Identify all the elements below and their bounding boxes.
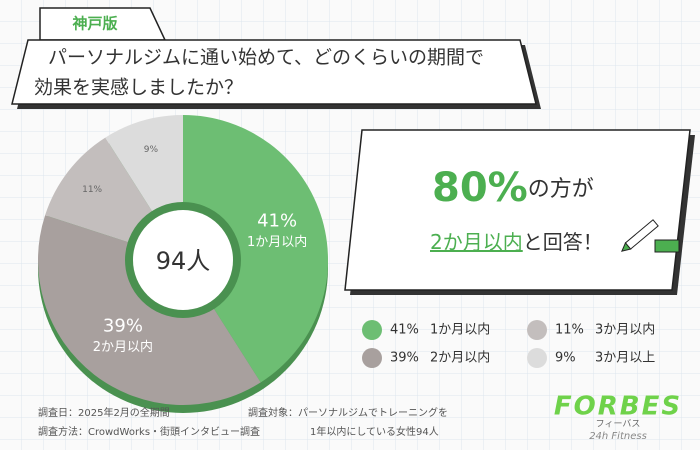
callout-line: 2か月以内と回答！: [430, 230, 603, 254]
center-label: 94人: [156, 247, 211, 275]
legend-label: 1か月以内: [430, 322, 490, 338]
legend-swatch: [527, 348, 547, 368]
callout-highlight: 80%: [432, 165, 528, 211]
legend-swatch: [527, 320, 547, 340]
donut-slice: [105, 115, 183, 218]
legend-value: 41%: [390, 323, 419, 338]
legend-value: 11%: [555, 323, 584, 338]
donut-slice: [183, 115, 328, 383]
legend: 41% 1か月以内 39% 2か月以内 11% 3か月以内 9% 3か月以上: [362, 320, 655, 368]
slice-category-label: 2か月以内: [93, 339, 153, 355]
legend-swatch: [362, 320, 382, 340]
donut: 41% 1か月以内 39% 2か月以内 11% 9% 94人: [37, 115, 328, 406]
donut-hole: [133, 210, 233, 310]
donut-inner-ring: [125, 202, 241, 318]
pencil-icon: [621, 219, 659, 252]
edition: 神戸版: [72, 15, 117, 33]
footer-note: 調査日：2025年2月の全期間: [38, 406, 170, 419]
slice-value-label: 39%: [103, 315, 143, 336]
callout-box: [344, 129, 691, 291]
legend-label: 2か月以内: [430, 350, 490, 366]
legend-value: 9%: [555, 351, 576, 366]
title: 効果を実感しましたか？: [34, 77, 243, 99]
slice-value-label: 11%: [82, 185, 102, 195]
slice-value-label: 41%: [257, 211, 297, 232]
callout-highlight2: 2か月以内: [430, 230, 523, 254]
footer-note: 調査方法：CrowdWorks・街頭インタビュー調査: [38, 425, 260, 438]
legend-value: 39%: [390, 351, 419, 366]
logo-name: FORBES: [554, 392, 682, 422]
footer-note: 1年以内にしている女性94人: [310, 425, 439, 438]
logo-tagline: 24h Fitness: [589, 431, 647, 442]
title-banner: [11, 39, 537, 105]
hand-icon: [654, 239, 680, 253]
logo-kana: フィーバス: [596, 419, 641, 430]
callout-text: の方が: [528, 177, 594, 202]
callout-line: 80%の方が: [432, 165, 594, 211]
footer-note: 調査対象：パーソナルジムでトレーニングを: [248, 406, 448, 419]
slice-category-label: 1か月以内: [247, 234, 307, 250]
donut-slice: [45, 137, 157, 245]
callout-text2: と回答！: [523, 230, 603, 254]
slice-value-label: 9%: [144, 145, 159, 155]
title: パーソナルジムに通い始めて、どのくらいの期間で: [48, 47, 484, 69]
legend-swatch: [362, 348, 382, 368]
legend-label: 3か月以内: [595, 322, 655, 338]
donut-slice: [37, 215, 261, 406]
legend-label: 3か月以上: [595, 351, 655, 366]
